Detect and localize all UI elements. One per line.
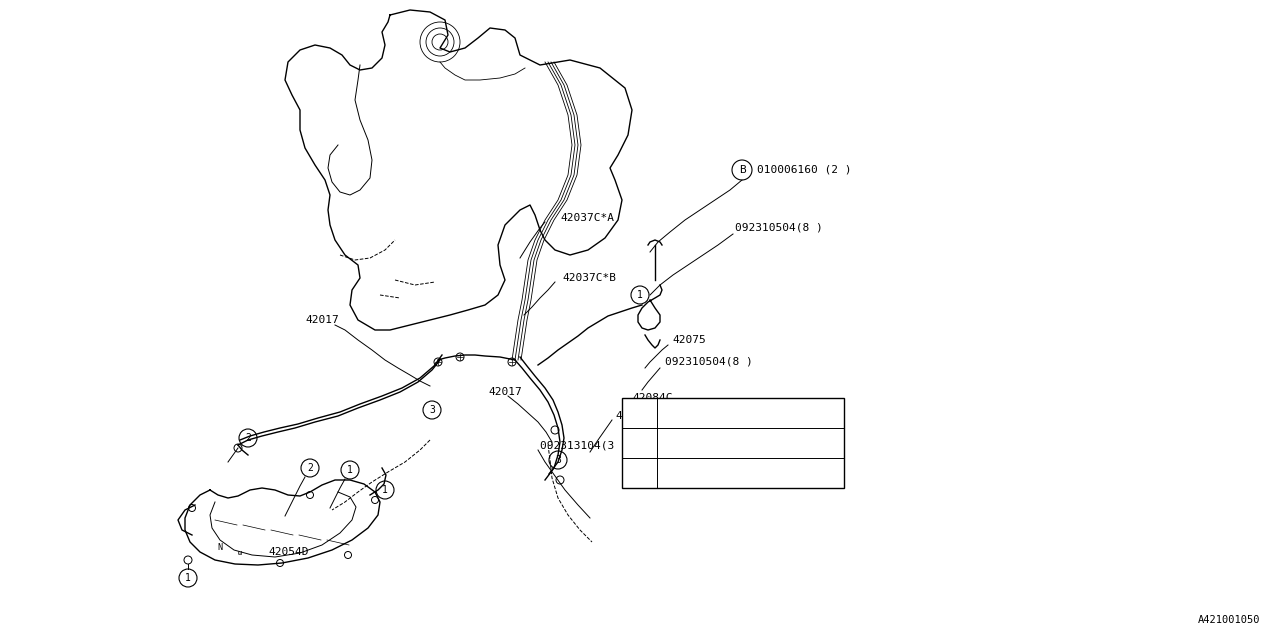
Text: 1: 1: [636, 408, 643, 418]
Text: 010008166 (6 ): 010008166 (6 ): [687, 408, 782, 418]
Text: 42037C*B: 42037C*B: [562, 273, 616, 283]
Text: 092310504(8 ): 092310504(8 ): [666, 357, 753, 367]
Text: 092313104(3 ): 092313104(3 ): [540, 441, 627, 451]
Text: 1: 1: [381, 485, 388, 495]
Text: B: B: [739, 165, 745, 175]
Text: 3: 3: [556, 455, 561, 465]
Text: 2: 2: [636, 438, 643, 448]
Text: ω: ω: [238, 550, 242, 556]
Text: 2: 2: [244, 433, 251, 443]
Text: 42054D: 42054D: [268, 547, 308, 557]
Text: 010006160 (2 ): 010006160 (2 ): [756, 165, 851, 175]
Text: A421001050: A421001050: [1198, 615, 1260, 625]
Text: M000065: M000065: [667, 438, 714, 448]
Text: 092310504(8 ): 092310504(8 ): [735, 223, 823, 233]
Text: 1: 1: [347, 465, 353, 475]
Text: 2: 2: [307, 463, 312, 473]
Text: 3: 3: [429, 405, 435, 415]
Text: 42052J: 42052J: [614, 411, 655, 421]
Text: 42058: 42058: [667, 468, 700, 478]
Text: B: B: [671, 408, 677, 418]
Text: 42084C: 42084C: [632, 393, 672, 403]
Text: 42075: 42075: [672, 335, 705, 345]
Text: 42017: 42017: [488, 387, 522, 397]
Text: 3: 3: [636, 468, 643, 478]
Text: 42037C*A: 42037C*A: [561, 213, 614, 223]
Bar: [622, 398, 844, 488]
Text: 1: 1: [637, 290, 643, 300]
Text: 1: 1: [186, 573, 191, 583]
Text: N: N: [218, 543, 223, 552]
Text: 42017: 42017: [305, 315, 339, 325]
